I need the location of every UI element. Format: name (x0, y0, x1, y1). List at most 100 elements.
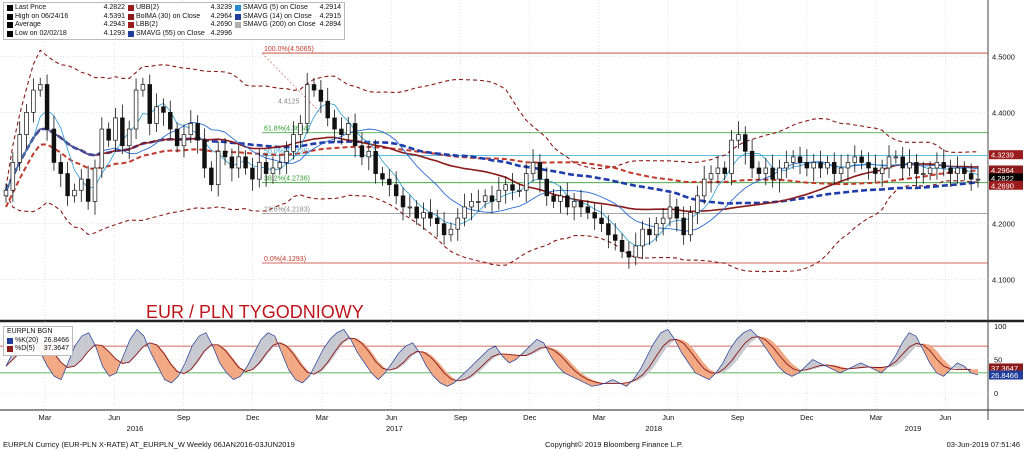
candle-body (215, 150, 221, 186)
osc-fill (736, 332, 744, 361)
osc-fill (343, 329, 351, 343)
legend-label: %K(20) (15, 336, 39, 344)
candle-body (304, 84, 310, 124)
candle-body (571, 201, 577, 208)
legend-value: 4.2914 (319, 4, 341, 11)
osc-fill (654, 332, 661, 367)
fib-label: 38.2%(4.2736) (264, 176, 310, 183)
osc-fill (909, 332, 916, 355)
x-month-label: Dec (246, 413, 260, 422)
candle-body (790, 156, 796, 163)
legend-swatch (128, 31, 134, 38)
candle-body (777, 167, 782, 180)
osc-fill (936, 350, 944, 377)
legend-value: 4.2822 (103, 4, 125, 11)
candle-body (647, 228, 652, 236)
price-marker (989, 165, 1023, 175)
osc-fill (764, 336, 772, 357)
osc-fill (398, 346, 406, 369)
fib-label: 23.6%(4.2183) (264, 206, 310, 213)
candle-body (688, 212, 693, 236)
osc-fill (330, 332, 337, 363)
osc-marker (989, 370, 1023, 380)
lower-bollinger-band (5, 180, 978, 273)
x-month-label: Jun (385, 413, 397, 422)
candle-body (941, 162, 947, 169)
x-month-label: Sep (454, 413, 467, 422)
candle-body (161, 106, 166, 113)
price-marker-label: 4.3239 (991, 151, 1014, 160)
x-year-label: 2017 (386, 424, 403, 433)
fib-label: 4.4125 (278, 98, 300, 105)
legend-label: %D(5) (15, 345, 35, 353)
osc-fill (164, 352, 172, 383)
candle-body (441, 223, 447, 236)
candle-body (58, 162, 63, 174)
x-month-label: Mar (593, 413, 606, 422)
osc-y-tick-label: 100 (994, 322, 1007, 331)
candle-body (873, 167, 878, 174)
osc-fill (922, 343, 930, 363)
candle-body (845, 162, 851, 169)
osc-d-line (5, 336, 972, 384)
candle-body (72, 189, 77, 197)
candle-body (879, 167, 885, 174)
osc-fill (778, 346, 785, 373)
candle-body (927, 167, 933, 174)
legend-swatch (235, 13, 241, 20)
osc-fill (557, 350, 565, 373)
osc-fill (123, 339, 131, 364)
candle-body (674, 206, 680, 219)
candle-body (195, 123, 200, 141)
osc-fill (88, 332, 96, 352)
legend-swatch (128, 5, 134, 12)
osc-fill (205, 332, 213, 351)
candle-body (366, 150, 372, 158)
osc-fill (226, 350, 234, 380)
legend-item: SMAVG (200) on Close 4.2894 (235, 21, 341, 30)
legend-value: 4.5391 (103, 12, 125, 20)
osc-marker (989, 363, 1023, 373)
osc-fill (709, 368, 717, 380)
bolma-30-line (5, 128, 978, 213)
candle-body (695, 195, 700, 213)
bollinger-bands (5, 49, 978, 273)
osc-fill (929, 344, 937, 373)
osc-fill (667, 329, 675, 347)
osc-fill (433, 356, 441, 383)
candle-body (85, 178, 91, 202)
osc-fill (902, 332, 910, 362)
candle-body (10, 162, 16, 191)
candle-body (188, 123, 194, 135)
legend-swatch (7, 346, 13, 353)
candle-body (133, 89, 139, 130)
candle-body (229, 156, 235, 169)
osc-fill (378, 361, 386, 380)
price-marker-label: 4.2964 (991, 166, 1014, 175)
x-month-label: Sep (731, 413, 744, 422)
candle-body (140, 84, 146, 91)
candle-body (825, 162, 830, 169)
osc-fill (447, 372, 455, 387)
candle-body (222, 150, 228, 158)
candle-body (749, 150, 755, 169)
osc-fill (233, 358, 241, 380)
candle-body (770, 167, 775, 180)
osc-fill (633, 369, 641, 383)
osc-fill (316, 349, 324, 375)
fibonacci-levels: 100.0%(4.5065)61.8%(4.3634)50.0%(4.3225)… (261, 46, 988, 264)
legend-label: SMAVG (200) on Close (243, 21, 316, 29)
legend-value: 4.2915 (319, 12, 341, 20)
legend-item: High on 06/24/16 4.5391 (7, 13, 125, 22)
osc-fill (247, 352, 255, 372)
legend-item: LBB(2) 4.2690 (128, 21, 232, 30)
x-year-label: 2018 (645, 424, 662, 433)
osc-fill (254, 339, 262, 370)
osc-fill (295, 354, 303, 383)
candle-body (181, 134, 187, 147)
legend-swatch (7, 22, 13, 29)
candle-body (79, 178, 84, 191)
x-month-label: Mar (316, 413, 329, 422)
legend-value: 4.2964 (210, 12, 232, 20)
candle-body (660, 217, 666, 225)
